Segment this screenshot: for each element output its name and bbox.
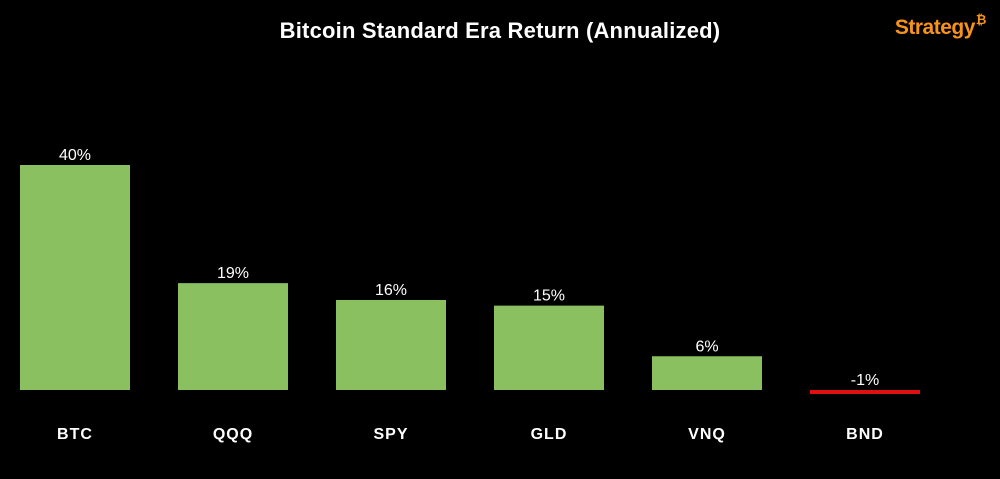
bar-vnq: [652, 356, 762, 390]
category-label-spy: SPY: [373, 426, 408, 443]
bar-btc: [20, 165, 130, 390]
bar-qqq: [178, 283, 288, 390]
category-label-bnd: BND: [846, 426, 884, 443]
brand-name: Strategy: [894, 16, 976, 39]
category-label-gld: GLD: [531, 426, 568, 443]
value-label-spy: 16%: [375, 282, 407, 299]
category-label-qqq: QQQ: [213, 426, 253, 443]
bitcoin-icon: ₿: [975, 12, 987, 27]
value-label-gld: 15%: [533, 288, 565, 305]
brand-logo: Strategy₿: [894, 12, 987, 40]
bar-bnd: [810, 390, 920, 394]
chart-title: Bitcoin Standard Era Return (Annualized): [279, 18, 721, 43]
category-label-vnq: VNQ: [688, 426, 726, 443]
bar-spy: [336, 300, 446, 390]
value-label-bnd: -1%: [851, 372, 879, 389]
value-label-vnq: 6%: [695, 338, 718, 355]
value-label-qqq: 19%: [217, 265, 249, 282]
value-label-btc: 40%: [59, 147, 91, 164]
category-label-btc: BTC: [57, 426, 93, 443]
bar-gld: [494, 305, 604, 390]
